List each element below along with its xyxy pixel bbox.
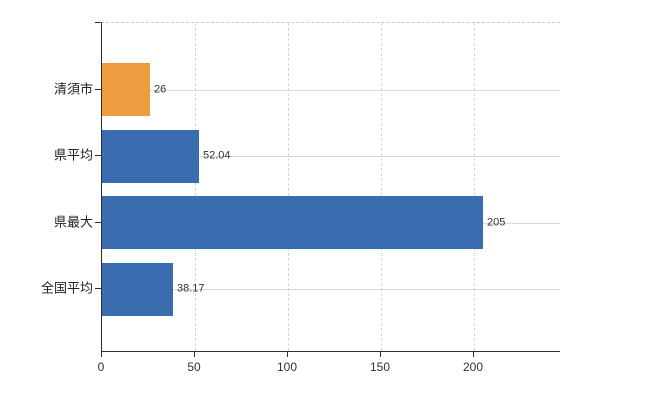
y-axis-tick [95,88,101,90]
y-axis-tick [95,155,101,156]
bar-value-label: 205 [487,216,506,228]
x-axis-tick [473,352,474,357]
x-axis-tick [101,352,102,357]
bar-県最大 [102,196,483,249]
horizontal-gridline [102,289,560,290]
y-axis-top-tick [95,22,101,23]
horizontal-gridline [102,89,560,91]
bar-value-label: 38.17 [177,282,205,295]
x-axis-tick-label: 100 [276,360,298,374]
y-axis-label: 県平均 [53,147,93,163]
x-axis-tick-label: 0 [97,360,105,374]
vertical-gridline [195,23,196,351]
y-axis-tick [95,221,101,223]
bar-全国平均 [102,262,173,316]
y-axis-tick [95,288,101,289]
bar-value-label: 52.04 [203,149,231,162]
bar-県平均 [102,129,199,183]
x-axis-tick-label: 150 [369,360,391,374]
x-axis-tick-label: 200 [462,360,484,374]
x-axis-tick [194,352,195,357]
y-axis-label: 県最大 [53,214,93,229]
y-axis-label: 全国平均 [40,280,93,296]
horizontal-gridline [102,156,560,157]
x-axis-tick [380,352,381,357]
plot-area: 26 52.04 205 38.17 [101,22,560,352]
y-axis-label: 清須市 [53,81,93,96]
x-axis-tick-label: 50 [187,360,201,374]
vertical-gridline [474,23,475,351]
vertical-gridline [288,23,289,351]
bar-value-label: 26 [154,83,167,95]
bar-清須市 [102,63,150,116]
vertical-gridline [381,23,382,351]
x-axis-tick [287,352,288,357]
